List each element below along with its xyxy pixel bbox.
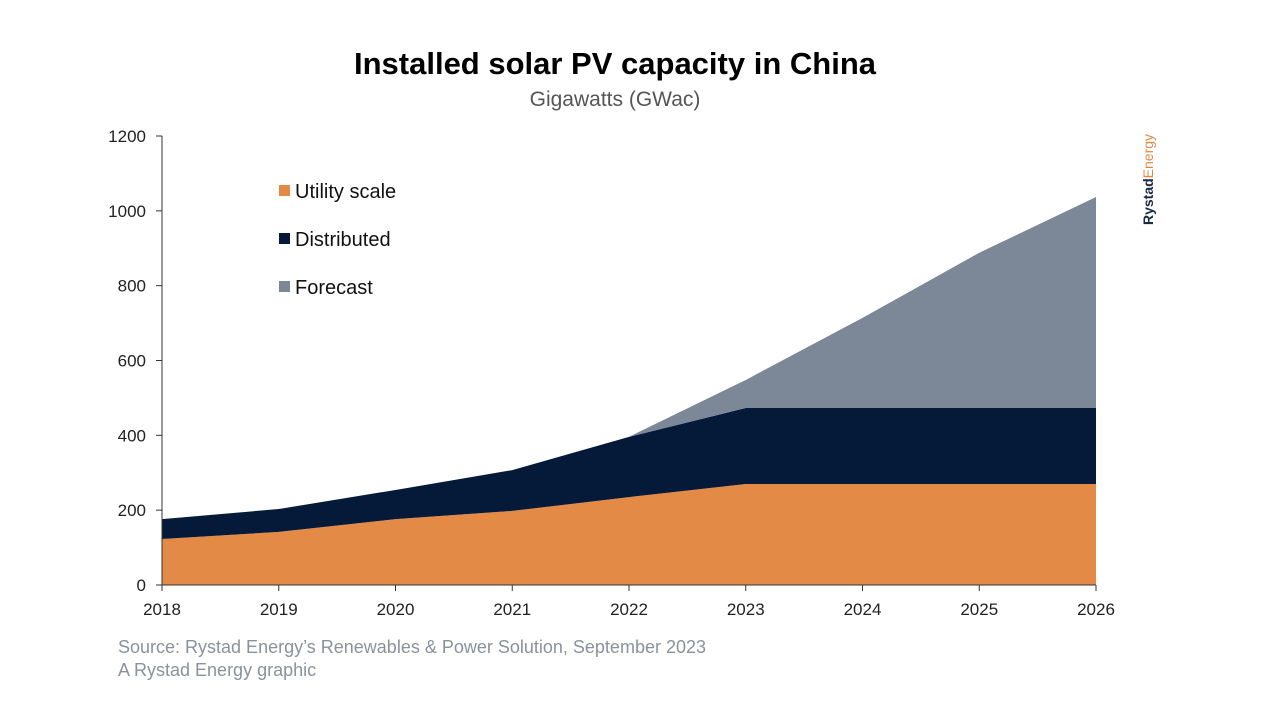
source-text: Source: Rystad Energy’s Renewables & Pow… <box>118 637 706 657</box>
chart-subtitle: Gigawatts (GWac) <box>529 88 701 111</box>
legend-item: Utility scale <box>279 181 396 203</box>
rystad-logo: RystadEnergy <box>1140 134 1156 225</box>
y-tick-label: 800 <box>118 277 146 296</box>
legend-swatch <box>279 281 290 292</box>
legend-item: Distributed <box>279 229 391 251</box>
legend-label: Forecast <box>295 277 373 299</box>
x-tick-label: 2023 <box>727 600 765 619</box>
x-tick-label: 2018 <box>143 600 181 619</box>
y-tick-label: 0 <box>137 576 146 595</box>
x-tick-label: 2019 <box>260 600 298 619</box>
x-tick-label: 2022 <box>610 600 648 619</box>
x-tick-label: 2020 <box>377 600 415 619</box>
x-tick-label: 2026 <box>1077 600 1115 619</box>
logo-part: Rystad <box>1140 178 1156 225</box>
legend-label: Utility scale <box>295 181 396 203</box>
x-tick-label: 2021 <box>493 600 531 619</box>
y-tick-label: 1200 <box>108 127 146 146</box>
area-forecast <box>629 196 1096 437</box>
x-tick-label: 2025 <box>960 600 998 619</box>
area-utility-scale <box>162 483 1096 585</box>
y-tick-label: 1000 <box>108 202 146 221</box>
y-tick-label: 200 <box>118 501 146 520</box>
x-tick-label: 2024 <box>844 600 882 619</box>
source-note: Source: Rystad Energy’s Renewables & Pow… <box>118 636 706 682</box>
area-distributed <box>162 408 1096 539</box>
chart-title: Installed solar PV capacity in China <box>353 46 876 81</box>
credit-text: A Rystad Energy graphic <box>118 660 317 680</box>
logo-part: Energy <box>1140 133 1156 179</box>
legend-item: Forecast <box>279 277 373 299</box>
legend-label: Distributed <box>295 229 391 251</box>
y-tick-label: 600 <box>118 352 146 371</box>
legend-swatch <box>279 233 290 244</box>
legend-swatch <box>279 185 290 196</box>
y-tick-label: 400 <box>118 426 146 445</box>
